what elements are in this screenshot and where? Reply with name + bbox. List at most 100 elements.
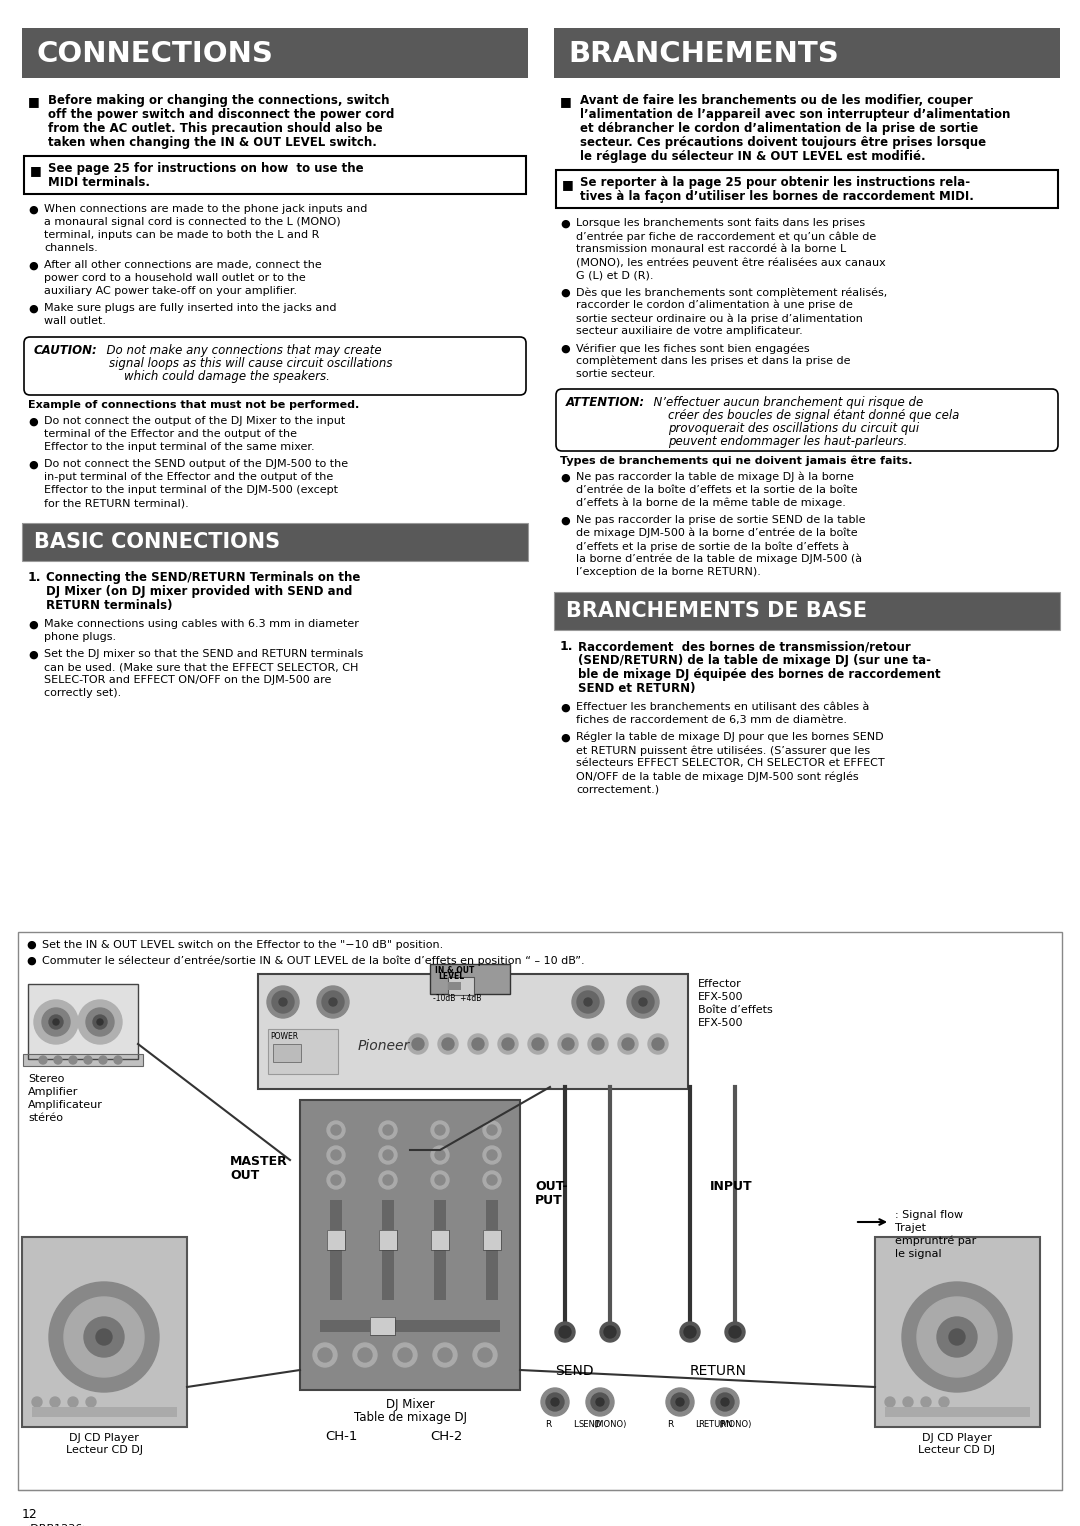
- Text: L: L: [696, 1421, 701, 1428]
- Bar: [24, 156, 526, 194]
- Circle shape: [431, 1146, 449, 1164]
- Bar: [320, 1320, 500, 1332]
- Text: for the RETURN terminal).: for the RETURN terminal).: [44, 497, 189, 508]
- Circle shape: [885, 1396, 895, 1407]
- Text: Before making or changing the connections, switch: Before making or changing the connection…: [48, 95, 390, 107]
- Bar: [22, 523, 528, 562]
- Circle shape: [33, 1000, 78, 1044]
- Text: wall outlet.: wall outlet.: [44, 316, 106, 327]
- Circle shape: [949, 1329, 966, 1344]
- Circle shape: [318, 1347, 332, 1363]
- Text: (MONO), les entrées peuvent être réalisées aux canaux: (MONO), les entrées peuvent être réalisé…: [576, 256, 886, 267]
- Text: Régler la table de mixage DJ pour que les bornes SEND: Régler la table de mixage DJ pour que le…: [576, 732, 883, 743]
- Bar: [370, 1317, 395, 1335]
- Text: Table de mixage DJ: Table de mixage DJ: [353, 1412, 467, 1424]
- FancyBboxPatch shape: [24, 337, 526, 395]
- Circle shape: [435, 1175, 445, 1186]
- Text: Make connections using cables with 6.3 mm in diameter: Make connections using cables with 6.3 m…: [44, 620, 359, 629]
- Bar: [273, 1044, 301, 1062]
- Text: Set the IN & OUT LEVEL switch on the Effector to the "−10 dB" position.: Set the IN & OUT LEVEL switch on the Eff…: [42, 940, 443, 951]
- Bar: [379, 1230, 397, 1250]
- Text: Boîte d’effets: Boîte d’effets: [698, 1006, 773, 1015]
- Text: Ne pas raccorder la table de mixage DJ à la borne: Ne pas raccorder la table de mixage DJ à…: [576, 472, 854, 482]
- Circle shape: [383, 1175, 393, 1186]
- Circle shape: [431, 1122, 449, 1138]
- Text: correctement.): correctement.): [576, 784, 659, 794]
- Circle shape: [671, 1393, 689, 1412]
- Circle shape: [267, 986, 299, 1018]
- Circle shape: [604, 1326, 616, 1338]
- Bar: [22, 523, 528, 562]
- Text: DJ CD Player: DJ CD Player: [922, 1433, 991, 1444]
- Circle shape: [478, 1347, 492, 1363]
- Bar: [32, 1407, 177, 1418]
- Text: LEVEL: LEVEL: [438, 972, 464, 981]
- Text: tives à la façon d’utiliser les bornes de raccordement MIDI.: tives à la façon d’utiliser les bornes d…: [580, 191, 974, 203]
- Text: Commuter le sélecteur d’entrée/sortie IN & OUT LEVEL de la boîte d’effets en pos: Commuter le sélecteur d’entrée/sortie IN…: [42, 955, 584, 966]
- Circle shape: [84, 1317, 124, 1357]
- Text: Do not make any connections that may create: Do not make any connections that may cre…: [99, 343, 381, 357]
- Circle shape: [379, 1146, 397, 1164]
- Circle shape: [272, 990, 294, 1013]
- Bar: [554, 592, 1059, 630]
- Circle shape: [483, 1122, 501, 1138]
- Bar: [23, 1054, 143, 1067]
- Circle shape: [903, 1396, 913, 1407]
- Text: BASIC CONNECTIONS: BASIC CONNECTIONS: [33, 533, 280, 552]
- Text: Set the DJ mixer so that the SEND and RETURN terminals: Set the DJ mixer so that the SEND and RE…: [44, 649, 363, 659]
- Text: stéréo: stéréo: [28, 1112, 63, 1123]
- Circle shape: [487, 1175, 497, 1186]
- Text: Effector to the input terminal of the same mixer.: Effector to the input terminal of the sa…: [44, 443, 314, 452]
- Text: d’entrée de la boîte d’effets et la sortie de la boîte: d’entrée de la boîte d’effets et la sort…: [576, 485, 858, 494]
- Circle shape: [442, 1038, 454, 1050]
- Text: Se reporter à la page 25 pour obtenir les instructions rela-: Se reporter à la page 25 pour obtenir le…: [580, 175, 970, 189]
- Text: When connections are made to the phone jack inputs and: When connections are made to the phone j…: [44, 204, 367, 214]
- Bar: [268, 1029, 338, 1074]
- Circle shape: [69, 1056, 77, 1064]
- Bar: [382, 1199, 394, 1300]
- Circle shape: [97, 1019, 103, 1025]
- Text: complètement dans les prises et dans la prise de: complètement dans les prises et dans la …: [576, 356, 851, 366]
- Circle shape: [49, 1282, 159, 1392]
- Bar: [448, 977, 474, 995]
- Text: PUT: PUT: [535, 1193, 563, 1207]
- Bar: [258, 974, 688, 1090]
- Text: MIDI terminals.: MIDI terminals.: [48, 175, 150, 189]
- Circle shape: [329, 998, 337, 1006]
- Text: power cord to a household wall outlet or to the: power cord to a household wall outlet or…: [44, 273, 306, 282]
- Bar: [434, 1199, 446, 1300]
- Circle shape: [39, 1056, 48, 1064]
- Circle shape: [435, 1151, 445, 1160]
- Text: OUT: OUT: [230, 1169, 259, 1183]
- Text: créer des boucles de signal étant donné que cela: créer des boucles de signal étant donné …: [669, 409, 959, 423]
- Text: BRANCHEMENTS DE BASE: BRANCHEMENTS DE BASE: [566, 601, 867, 621]
- Circle shape: [627, 986, 659, 1018]
- Text: Types de branchements qui ne doivent jamais être faits.: Types de branchements qui ne doivent jam…: [561, 456, 913, 467]
- Text: (MONO): (MONO): [718, 1421, 752, 1428]
- Text: ●: ●: [561, 732, 570, 743]
- Circle shape: [433, 1343, 457, 1367]
- Circle shape: [327, 1146, 345, 1164]
- Bar: [430, 964, 510, 993]
- Circle shape: [353, 1343, 377, 1367]
- Circle shape: [279, 998, 287, 1006]
- Circle shape: [99, 1056, 107, 1064]
- Text: Stereo: Stereo: [28, 1074, 65, 1083]
- Bar: [431, 1230, 449, 1250]
- Circle shape: [487, 1125, 497, 1135]
- Text: d’effets à la borne de la même table de mixage.: d’effets à la borne de la même table de …: [576, 497, 846, 508]
- Circle shape: [379, 1170, 397, 1189]
- Text: RETURN: RETURN: [698, 1421, 732, 1428]
- Text: Lorsque les branchements sont faits dans les prises: Lorsque les branchements sont faits dans…: [576, 218, 865, 227]
- Circle shape: [330, 1125, 341, 1135]
- Text: la borne d’entrée de la table de mixage DJM-500 (à: la borne d’entrée de la table de mixage …: [576, 554, 862, 565]
- Text: ●: ●: [26, 940, 36, 951]
- Bar: [370, 1317, 395, 1335]
- Text: ●: ●: [561, 703, 570, 713]
- Text: <DRB1236>: <DRB1236>: [22, 1524, 93, 1526]
- Circle shape: [729, 1326, 741, 1338]
- Text: ●: ●: [28, 459, 38, 470]
- Bar: [448, 977, 474, 995]
- Text: IN & OUT: IN & OUT: [435, 966, 474, 975]
- Circle shape: [327, 1122, 345, 1138]
